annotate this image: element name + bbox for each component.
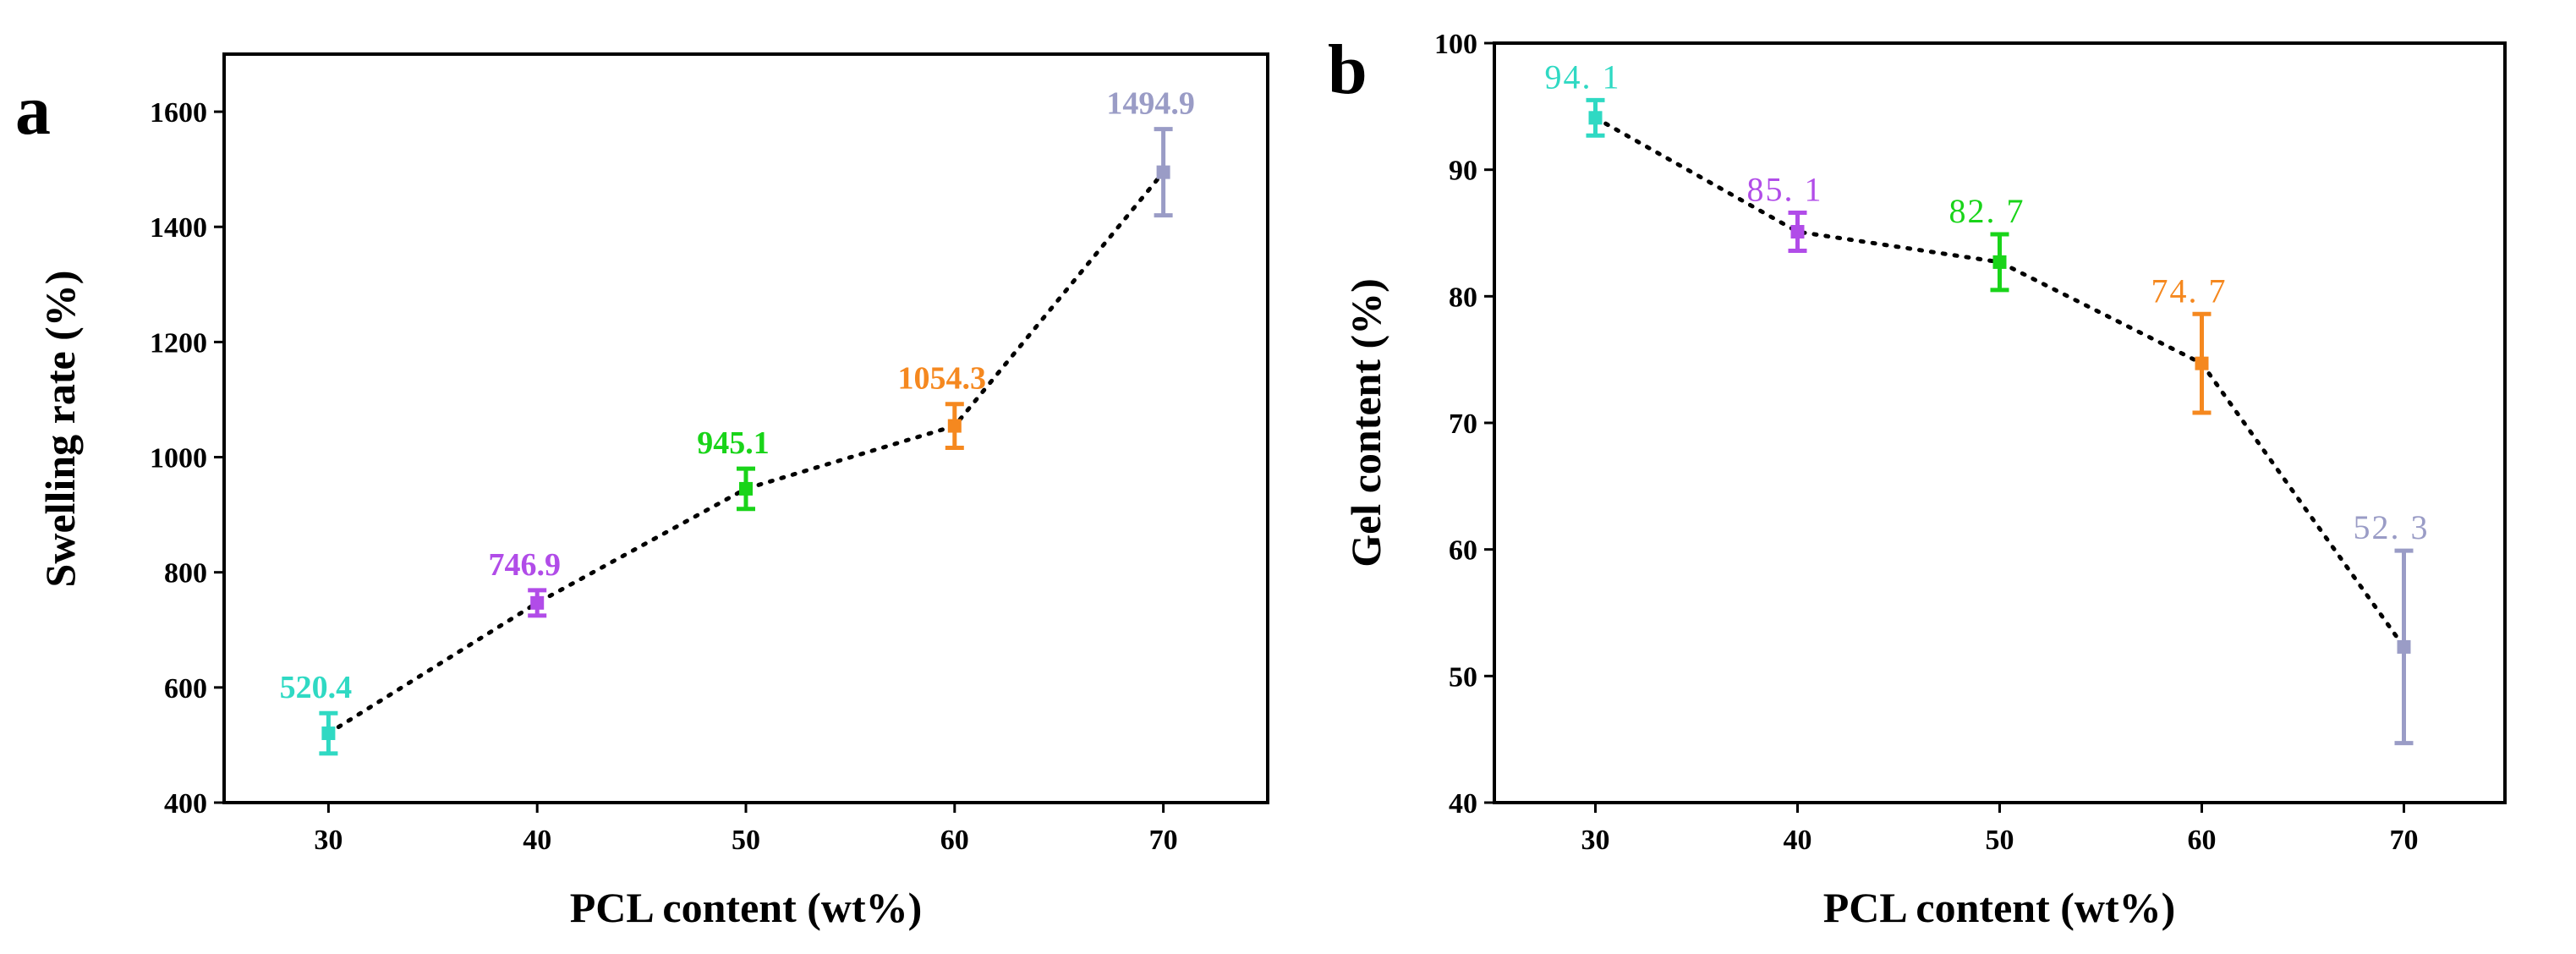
panel-a-data-label: 1054.3 (898, 361, 987, 397)
panel-a-data-label: 520.4 (280, 670, 353, 705)
panel-b-x-tick-label: 30 (1581, 825, 1610, 856)
panel-a-letter: a (15, 71, 51, 150)
panel-a-data-point (321, 726, 336, 741)
panel-b-y-tick-label: 100 (1434, 29, 1477, 60)
panel-b-data-label: 52. 3 (2354, 508, 2430, 546)
panel-b-letter: b (1328, 30, 1367, 109)
panel-a-y-axis-label: Swelling rate (%) (36, 271, 84, 588)
panel-a-y-tick-label: 1600 (150, 97, 207, 129)
panel-a-x-tick-label: 50 (732, 825, 760, 856)
panel-b-x-tick-label: 70 (2390, 825, 2419, 856)
panel-a-x-axis-label: PCL content (wt%) (570, 884, 923, 931)
panel-a-y-tick-label: 800 (164, 558, 207, 589)
panel-b-x-tick-label: 60 (2188, 825, 2217, 856)
panel-b-data-point (1588, 111, 1603, 125)
panel-b-data-point (1790, 225, 1805, 239)
panel-b-x-axis-label: PCL content (wt%) (1823, 884, 2176, 931)
panel-b-y-tick-label: 50 (1449, 661, 1477, 693)
panel-b-y-tick-label: 80 (1449, 282, 1477, 313)
panel-b-y-axis-label: Gel content (%) (1342, 278, 1389, 567)
panel-a-data-point (1156, 165, 1170, 179)
panel-a: a 30 40 50 60 70 400 600 800 1000 1200 1400 1600 520… (15, 52, 1269, 931)
panel-a-data-label: 746.9 (488, 547, 561, 583)
panel-b-data-point (2397, 639, 2411, 654)
panel-a-data-point (947, 419, 962, 433)
panel-a-data-point (530, 595, 545, 610)
panel-a-y-tick-label: 1400 (150, 212, 207, 244)
panel-a-x-tick-label: 30 (314, 825, 343, 856)
panel-b-data-point (2195, 356, 2209, 370)
panel-b-data-point (1992, 255, 2007, 269)
panel-b: b 30 40 50 60 70 40 50 60 70 80 90 100 94. 1 85. 1 82.… (1328, 29, 2507, 931)
panel-b-data-label: 82. 7 (1949, 192, 2025, 230)
panel-b-y-tick-label: 40 (1449, 788, 1477, 820)
panel-b-x-tick-label: 40 (1784, 825, 1812, 856)
panel-b-data-label: 94. 1 (1545, 58, 1621, 96)
panel-a-y-tick-label: 1000 (150, 443, 207, 474)
panel-a-y-tick-label: 1200 (150, 327, 207, 359)
panel-a-x-tick-label: 60 (940, 825, 969, 856)
panel-b-x-tick-label: 50 (1986, 825, 2014, 856)
panel-a-y-tick-label: 400 (164, 788, 207, 820)
panel-a-data-label: 945.1 (697, 425, 770, 461)
panel-b-data-label: 74. 7 (2151, 271, 2228, 310)
panel-b-data-label: 85. 1 (1747, 171, 1823, 209)
panel-a-y-tick-label: 600 (164, 673, 207, 705)
panel-a-x-tick-label: 40 (523, 825, 551, 856)
panel-b-y-tick-label: 90 (1449, 156, 1477, 187)
panel-a-data-point (739, 481, 753, 496)
panel-a-data-label: 1494.9 (1106, 86, 1195, 122)
panel-b-y-tick-label: 60 (1449, 535, 1477, 567)
panel-b-y-tick-label: 70 (1449, 408, 1477, 440)
panel-a-x-tick-label: 70 (1149, 825, 1178, 856)
panel-b-plot-frame (1493, 41, 2507, 804)
